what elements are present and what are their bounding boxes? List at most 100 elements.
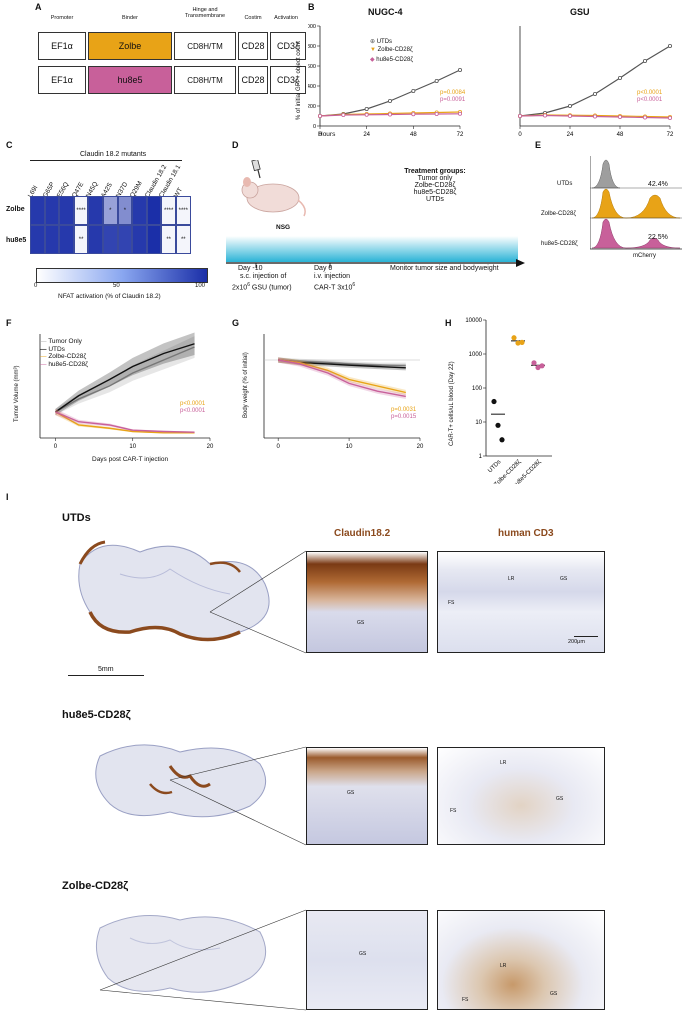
gsu-x-tick-label: 24 [567, 132, 574, 138]
legend-hu8e5-label: hu8e5-CD28ζ [376, 57, 413, 63]
hist-row-zolbe: Zolbe-CD28ζ [62, 880, 129, 892]
hist-utds [591, 159, 621, 189]
hist-label-zolbe: Zolbe-CD28ζ [541, 211, 576, 217]
sc-injection-line2: 2x106 GSU (tumor) [232, 282, 292, 291]
pct-hu8e5: 22.5% [648, 234, 668, 241]
row-label-hu8e5: hu8e5 [6, 237, 27, 244]
binder-box-hu8e5: hu8e5 [88, 66, 172, 94]
hinge-box-2: CD8H/TM [174, 66, 236, 94]
growth-svg: 0 24 48 72 0 200 400 600 800 1000 0 24 48 72 [308, 24, 674, 138]
heatmap-cell: * [117, 196, 133, 225]
histogram-svg [590, 156, 682, 250]
nugc4-point-UTDs [388, 99, 393, 104]
overview-hu8e5 [95, 744, 267, 818]
weight-p-zolbe: p=0.0031 [391, 407, 417, 413]
stain-cd3: human CD3 [498, 528, 554, 539]
iv-dose-exp: 6 [352, 282, 356, 288]
costim-box-1: CD28 [238, 32, 268, 60]
nugc4-point-UTDs [434, 79, 439, 84]
weight-line-Tumor Only [278, 359, 406, 366]
heatmap-cell: * [103, 196, 118, 225]
nugc4-x-tick-label: 24 [363, 132, 370, 138]
micro-hu8e5-cd3: FS LR GS [437, 747, 605, 845]
micro-zolbe-cd3-gs: GS [550, 991, 558, 997]
treatment-group-3: hu8e5-CD28ζ [413, 189, 457, 196]
cart-y-tick-label: 100 [472, 386, 483, 392]
promoter-box-2: EF1α [38, 66, 86, 94]
heatmap-colorbar [36, 268, 208, 283]
heatmap-cell: **** [161, 196, 176, 225]
mouse-icon [241, 160, 306, 217]
treatment-title: Treatment groups: [404, 168, 466, 175]
gsu-point-UTDs [592, 92, 597, 97]
nugc4-plot: 0 24 48 72 0 200 400 600 800 1000 [308, 24, 464, 138]
heatmap-cell [30, 225, 45, 254]
gsu-x-tick-label: 0 [518, 132, 522, 138]
hist-row-utds: UTDs [62, 512, 91, 524]
legend-zolbe: ▼ Zolbe-CD28ζ [370, 47, 413, 53]
iv-dose: CAR-T 3x10 [314, 284, 353, 292]
tumor-plot: 0 10 20 [39, 332, 214, 448]
micro-utds-cd3-fs: FS [448, 600, 455, 606]
mutants-label: Claudin 18.2 mutants [80, 151, 147, 158]
nugc4-y-tick-label: 400 [308, 84, 316, 90]
weight-p-hu8e5: p=0.0015 [391, 414, 417, 420]
panel-letter-g: G [232, 318, 240, 328]
heatmap-cell [132, 225, 147, 254]
sc-target: GSU (tumor) [249, 284, 292, 292]
gsu-point-UTDs [642, 59, 647, 64]
header-hinge: Hinge and Transmembrane [184, 7, 226, 19]
cart-point-Zolbe-CD28ζ [511, 335, 517, 341]
tumor-svg: 0 10 20 [39, 332, 214, 448]
gsu-p-hu8e5: p<0.0001 [637, 97, 663, 103]
legend-zolbe-label: Zolbe-CD28ζ [377, 47, 413, 53]
nugc4-point-UTDs [411, 89, 416, 94]
gsu-point-UTDs [567, 104, 572, 109]
tumor-line-Tumor Only [55, 346, 195, 413]
tumor-legend-utds-label: UTDs [48, 345, 65, 353]
legend-utds-label: UTDs [376, 39, 393, 45]
monitor-text: Monitor tumor size and bodyweight [390, 265, 499, 272]
colorbar-label: NFAT activation (% of Claudin 18.2) [58, 293, 161, 300]
tumor-band-Zolbe-CD28ζ [55, 408, 195, 434]
timeline-gradient [226, 236, 518, 262]
nugc4-y-tick-label: 0 [313, 124, 316, 130]
nugc4-y-tick-label: 800 [308, 44, 316, 50]
gsu-point-hu8e5-CD28ζ [667, 116, 672, 121]
day-minus10: Day -10 [238, 265, 263, 272]
micro-zolbe-cd3-fs: FS [462, 997, 469, 1003]
micro-utds-cd3-gs: GS [560, 576, 568, 582]
tumor-line-UTDs [55, 343, 195, 413]
panel-letter-e: E [535, 140, 542, 150]
cart-svg: 110100100010000UTDsZolbe-CD28ζhu8e5-CD28… [465, 318, 552, 484]
heatmap-cell: **** [73, 196, 89, 225]
micro-zolbe-cd3: FS LR GS [437, 910, 605, 1010]
day-0: Day 0 [314, 265, 333, 272]
panel-letter-f: F [6, 318, 12, 328]
tumor-legend: — Tumor Only — UTDs — Zolbe-CD28ζ — hu8e… [40, 338, 88, 368]
legend-hu8e5: ◆ hu8e5-CD28ζ [370, 57, 413, 63]
treatment-group-2: Zolbe-CD28ζ [414, 182, 456, 189]
heatmap-cell [103, 225, 118, 254]
scalebar-200um-label: 200μm [568, 639, 585, 645]
micro-hu8e5-claudin: GS [306, 747, 428, 845]
heatmap-cell: ** [161, 225, 176, 254]
gsu-point-hu8e5-CD28ζ [517, 114, 522, 119]
treatment-groups: Treatment groups: Tumor only Zolbe-CD28ζ… [370, 168, 500, 203]
heatmap-cell: ** [176, 225, 191, 254]
hinge-box-1: CD8H/TM [174, 32, 236, 60]
weight-line-hu8e5-CD28ζ [278, 359, 406, 398]
gsu-point-UTDs [667, 43, 672, 48]
panel-letter-c: C [6, 140, 13, 150]
cart-y-tick-label: 10000 [465, 318, 482, 324]
nugc4-point-UTDs [364, 107, 369, 112]
weight-x-tick-label: 20 [417, 444, 424, 448]
heatmap-cell [59, 196, 74, 225]
gsu-x-tick-label: 72 [667, 132, 674, 138]
scalebar-5mm-label: 5mm [98, 666, 114, 673]
tumor-legend-hu8e5-label: hu8e5-CD28ζ [48, 360, 89, 368]
gsu-x-tick-label: 48 [617, 132, 624, 138]
nugc4-y-tick-label: 600 [308, 64, 316, 70]
weight-svg: 0 10 20 [263, 334, 424, 448]
heatmap-cell [88, 225, 103, 254]
